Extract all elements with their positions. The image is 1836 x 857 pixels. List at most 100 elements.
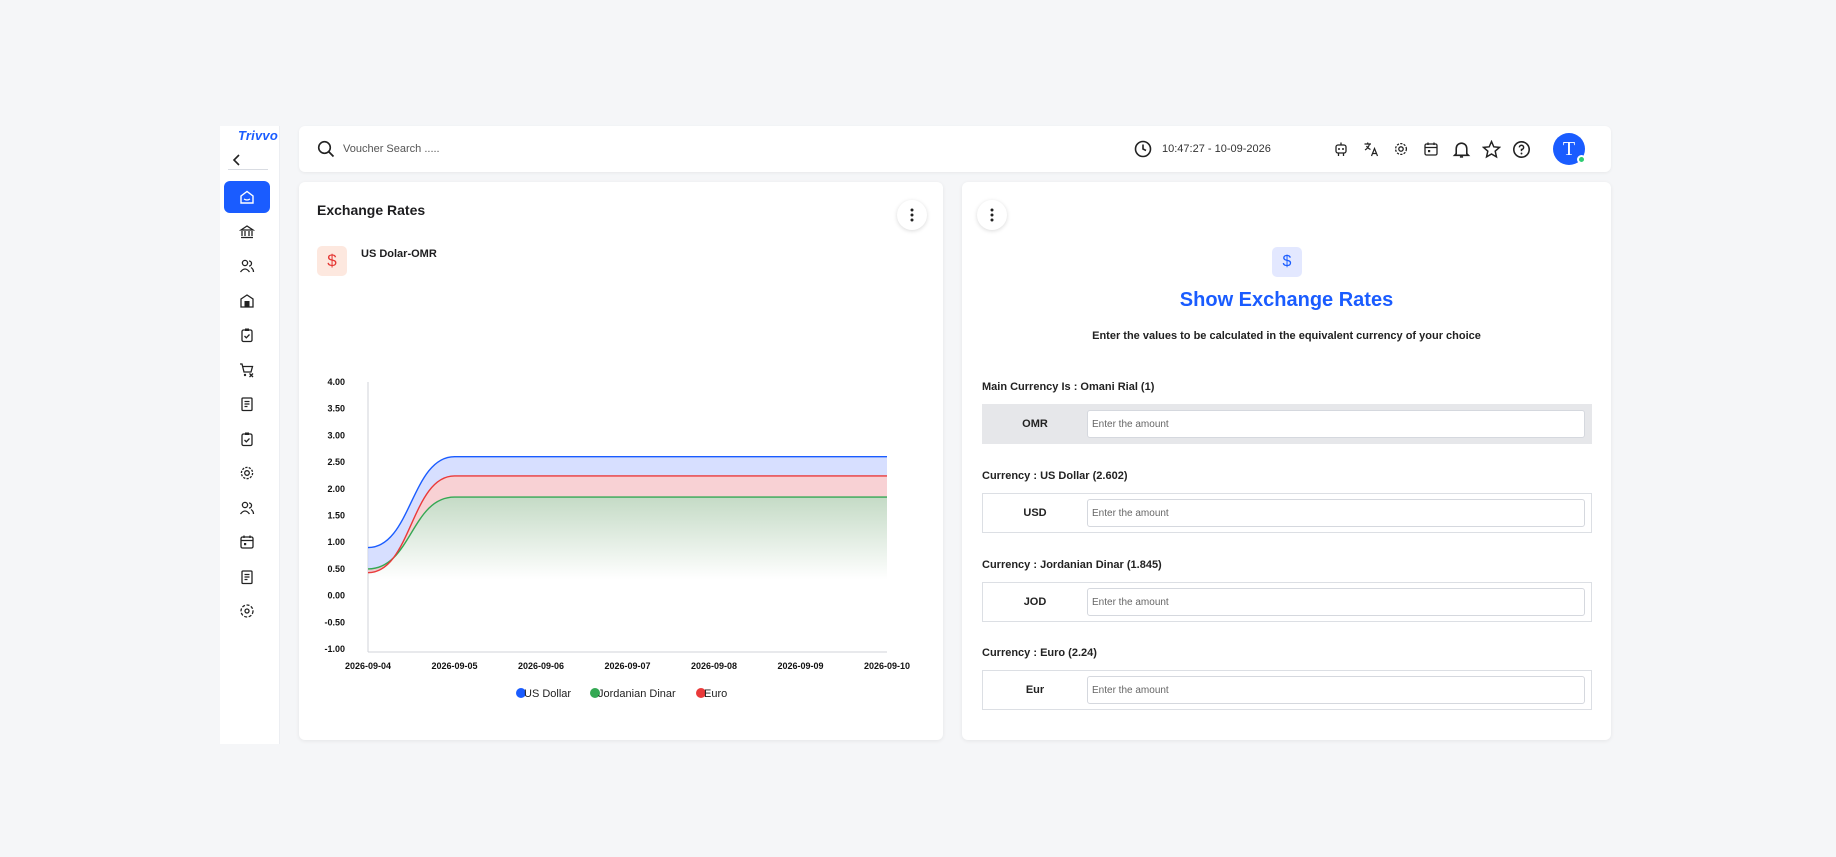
assistant-button[interactable] [1329,137,1353,161]
currency-row-jod: JOD [982,582,1592,622]
receipt-icon [241,397,253,412]
robot-icon [1335,142,1347,156]
sidebar-item-cart[interactable] [224,354,270,386]
main-currency-label: Main Currency Is : Omani Rial (1) [982,381,1155,393]
sidebar-item-home[interactable] [224,181,270,213]
header-actions [1329,137,1539,161]
currency-label-jod: Currency : Jordanian Dinar (1.845) [982,559,1162,571]
x-tick-label: 2026-09-07 [604,661,650,671]
search-icon[interactable] [317,140,335,158]
sidebar-item-settings[interactable] [224,457,270,489]
y-tick-label: 4.00 [327,377,345,387]
currency-code: USD [1023,507,1047,519]
currency-code: JOD [1023,596,1047,608]
collapse-sidebar-button[interactable] [228,150,268,170]
voucher-search-input[interactable] [343,138,643,160]
clipboard-check-icon [241,328,253,343]
sidebar-item-calendar[interactable] [224,526,270,558]
x-tick-label: 2026-09-05 [431,661,477,671]
clock-icon [1134,140,1152,158]
sidebar-item-reports[interactable] [224,561,270,593]
y-tick-label: -0.50 [324,617,345,627]
show-exchange-rates-card: $ Show Exchange Rates Enter the values t… [962,182,1611,740]
us-dollar-area [368,456,887,573]
more-vertical-icon [910,208,914,222]
avatar-letter: T [1562,137,1576,160]
y-tick-label: 3.00 [327,430,345,440]
series-line-us-dollar [367,455,887,549]
page-subtitle: Enter the values to be calculated in the… [1092,330,1481,342]
currency-label-usd: Currency : US Dollar (2.602) [982,470,1128,482]
usd-amount-input[interactable] [1087,499,1585,527]
y-tick-label: 0.50 [327,564,345,574]
sidebar-item-employees[interactable] [224,492,270,524]
legend-marker [590,688,600,698]
sidebar: Trivvo [220,126,280,744]
brand-logo: Trivvo [238,128,278,143]
x-tick-label: 2026-09-10 [864,661,910,671]
calculator-options-button[interactable] [977,200,1007,230]
x-tick-label: 2026-09-09 [777,661,823,671]
home-icon [240,190,254,204]
users-icon [239,501,255,515]
currency-row-omr: OMR [982,404,1592,444]
settings-circle-icon [240,604,254,618]
settings-button[interactable] [1389,137,1413,161]
chart-options-button[interactable] [897,200,927,230]
currency-code: Eur [1025,684,1045,696]
sidebar-item-invoices[interactable] [224,388,270,420]
sidebar-item-warehouse[interactable] [224,285,270,317]
card-title: Exchange Rates [317,202,426,218]
clipboard-check-icon [241,432,253,447]
eur-amount-input[interactable] [1087,676,1585,704]
legend-marker [696,688,706,698]
exchange-rates-chart-card: Exchange Rates $ US Dolar-OMR 4.00 3.50 3.… [299,182,943,740]
chart-subtitle: US Dolar-OMR [361,248,437,260]
sidebar-item-approvals[interactable] [224,423,270,455]
favorites-button[interactable] [1479,137,1503,161]
currency-row-eur: Eur [982,670,1592,710]
series-line-euro [367,475,887,574]
currency-code: OMR [1022,418,1048,430]
euro-area [368,475,887,573]
chevron-left-icon [232,153,240,166]
sidebar-item-system[interactable] [224,595,270,627]
exchange-rate-chart: 4.00 3.50 3.00 2.50 2.00 1.50 1.00 0.50 0.00 -0.5… [324,377,910,700]
dollar-icon: $ [1272,247,1302,277]
user-avatar[interactable]: T [1553,133,1586,165]
warehouse-icon [240,294,254,308]
calendar-button[interactable] [1419,137,1443,161]
sidebar-item-bank[interactable] [224,216,270,248]
sidebar-item-users[interactable] [224,250,270,282]
currency-label-eur: Currency : Euro (2.24) [982,647,1097,659]
translate-icon [1364,142,1379,157]
gear-icon [1394,142,1408,156]
y-tick-label: 3.50 [327,404,345,414]
bank-icon [239,225,255,239]
legend-item-euro: Euro [704,688,727,700]
help-icon [1512,140,1530,158]
users-icon [239,259,255,273]
x-tick-label: 2026-09-06 [518,661,564,671]
dollar-icon: $ [317,246,347,276]
y-tick-label: 1.50 [327,511,345,521]
legend-item-us-dollar: US Dollar [524,688,571,700]
calendar-icon [240,535,254,549]
legend-item-jordanian-dinar: Jordanian Dinar [598,688,676,700]
online-status-dot [1577,155,1586,164]
language-button[interactable] [1359,137,1383,161]
series-line-jordanian-dinar [367,496,887,570]
sidebar-item-tasks[interactable] [224,319,270,351]
y-tick-label: 1.00 [327,537,345,547]
jod-amount-input[interactable] [1087,588,1585,616]
gear-icon [240,466,254,480]
notifications-button[interactable] [1449,137,1473,161]
page-title: Show Exchange Rates [1179,289,1394,311]
more-vertical-icon [990,208,994,222]
cart-remove-icon [240,363,254,378]
omr-amount-input[interactable] [1087,410,1585,438]
x-tick-label: 2026-09-04 [345,661,391,671]
receipt-icon [241,570,253,585]
legend-marker [516,688,526,698]
help-button[interactable] [1509,137,1533,161]
